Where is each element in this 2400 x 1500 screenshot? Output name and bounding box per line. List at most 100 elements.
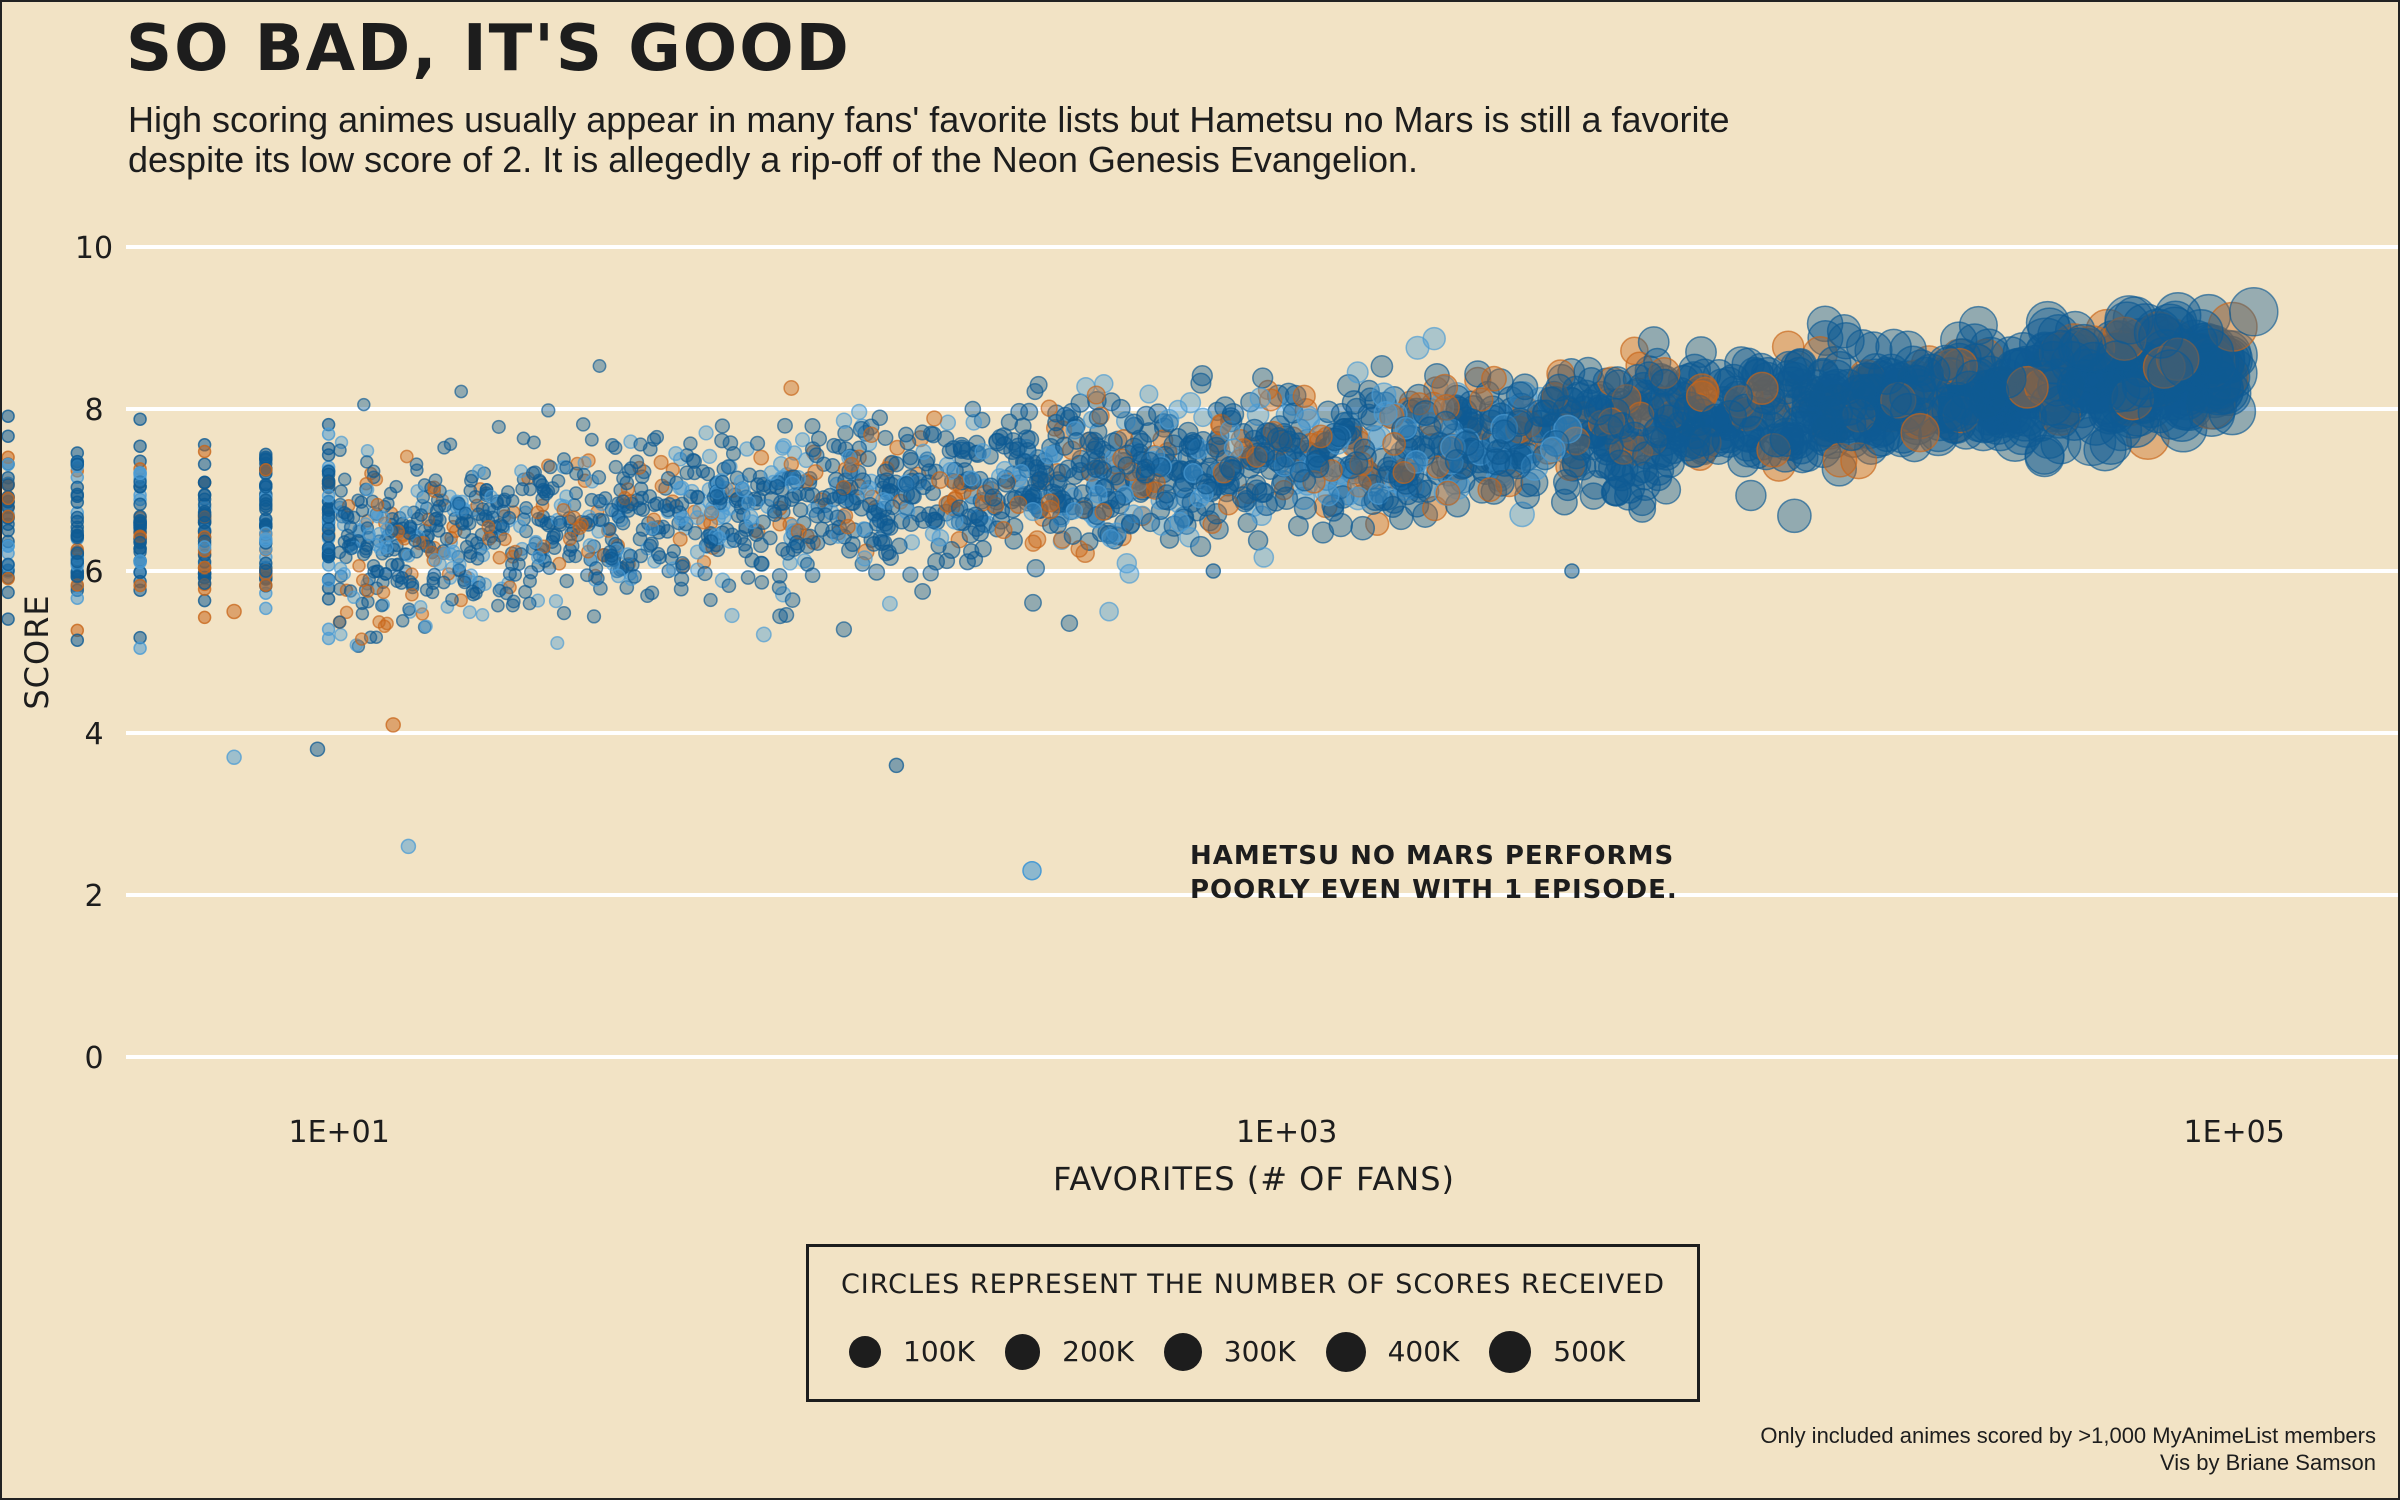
data-point — [481, 519, 496, 534]
chart-subtitle: High scoring animes usually appear in ma… — [128, 100, 1928, 180]
data-point — [644, 585, 660, 601]
data-point — [1634, 361, 1664, 390]
data-point — [428, 473, 443, 488]
data-point — [809, 535, 826, 551]
data-point — [1405, 383, 1432, 410]
data-point — [1205, 563, 1222, 579]
data-point — [70, 591, 85, 605]
data-point — [740, 570, 756, 585]
data-point — [360, 443, 375, 458]
data-point — [668, 445, 684, 462]
data-point — [569, 486, 583, 501]
data-point — [1603, 369, 1634, 400]
data-point — [471, 464, 486, 478]
data-point — [1155, 491, 1175, 510]
legend-dot — [849, 1335, 881, 1368]
points-layer — [2, 287, 2279, 855]
data-point — [2, 478, 15, 492]
data-point — [309, 741, 326, 757]
data-point — [457, 575, 472, 590]
data-point — [714, 418, 731, 434]
data-point — [545, 481, 560, 496]
data-point — [333, 561, 348, 576]
legend-item: 200K — [1004, 1334, 1134, 1370]
data-point — [378, 567, 393, 581]
data-point — [419, 619, 433, 634]
legend-title: CIRCLES REPRESENT THE NUMBER OF SCORES R… — [840, 1269, 1666, 1300]
data-point — [2229, 287, 2279, 337]
data-point — [2, 612, 15, 626]
data-point — [721, 578, 737, 594]
data-point — [1253, 441, 1276, 464]
data-point — [321, 529, 336, 543]
data-point — [70, 457, 85, 471]
data-point — [2, 557, 15, 572]
data-point — [197, 576, 212, 590]
data-point — [704, 504, 719, 520]
data-point — [616, 494, 631, 509]
data-point — [665, 462, 680, 477]
data-point — [794, 432, 811, 448]
data-point — [837, 424, 854, 442]
data-point — [931, 528, 950, 547]
data-point — [361, 584, 375, 598]
data-point — [619, 475, 635, 491]
data-point — [924, 484, 942, 502]
data-point — [792, 502, 809, 518]
data-point — [1287, 515, 1309, 537]
data-point — [1189, 535, 1212, 558]
data-point — [868, 563, 886, 581]
data-point — [1317, 484, 1340, 507]
data-point — [333, 443, 347, 458]
data-point — [536, 539, 551, 554]
y-axis-title: SCORE — [18, 594, 56, 709]
data-point — [376, 510, 390, 525]
highlight-point-hametsu-no-mars — [1022, 860, 1042, 881]
data-point — [454, 516, 469, 530]
data-point — [502, 510, 517, 525]
legend-label: 200K — [1062, 1335, 1134, 1369]
caption-line-2: Vis by Briane Samson — [2159, 1450, 2376, 1475]
data-point — [673, 512, 689, 527]
data-point — [660, 524, 675, 539]
data-point — [1063, 526, 1082, 545]
data-point — [445, 592, 459, 607]
data-point — [660, 471, 676, 486]
data-point — [777, 417, 793, 434]
legend-item: 100K — [849, 1335, 975, 1368]
subtitle-line-2: despite its low score of 2. It is allege… — [128, 139, 1419, 180]
caption: Only included animes scored by >1,000 My… — [1760, 1422, 2376, 1476]
data-point — [559, 573, 574, 589]
data-point — [542, 561, 557, 576]
data-point — [1026, 383, 1044, 401]
data-point — [939, 414, 957, 431]
legend-item: 500K — [1489, 1331, 1625, 1373]
data-point — [550, 635, 565, 651]
data-point — [1840, 442, 1878, 480]
data-point — [753, 449, 770, 466]
data-point — [197, 540, 212, 554]
legend-label: 300K — [1223, 1335, 1296, 1369]
data-point — [2067, 370, 2112, 415]
data-point — [1270, 429, 1294, 453]
data-point — [1088, 484, 1108, 504]
data-point — [863, 426, 880, 444]
data-point — [1365, 511, 1390, 537]
data-point — [808, 506, 826, 524]
data-point — [321, 474, 336, 489]
data-point — [333, 615, 347, 629]
data-point — [1292, 384, 1316, 408]
data-point — [1049, 474, 1068, 493]
data-point — [486, 535, 502, 550]
data-point — [2137, 390, 2181, 434]
data-point — [1721, 380, 1754, 412]
data-point — [2018, 317, 2073, 371]
data-point — [528, 465, 542, 480]
data-point — [321, 622, 336, 637]
data-point — [724, 607, 740, 624]
data-point — [360, 455, 374, 469]
data-point — [882, 549, 899, 566]
data-point — [259, 450, 273, 464]
data-point — [780, 545, 796, 561]
data-point — [499, 586, 514, 601]
